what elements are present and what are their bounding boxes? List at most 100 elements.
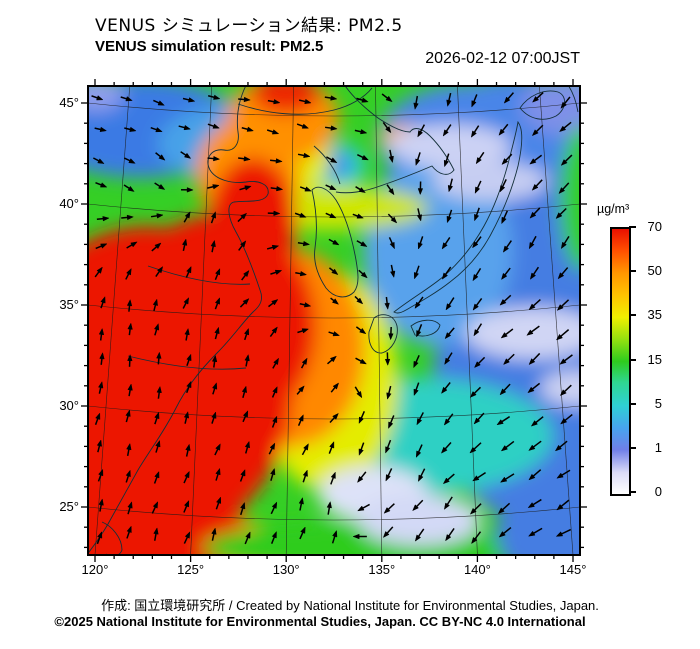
wind-arrow: [215, 467, 221, 481]
wind-arrow: [358, 442, 365, 456]
wind-arrow: [387, 213, 398, 224]
wind-arrow: [271, 415, 278, 428]
wind-arrow: [326, 355, 337, 365]
wind-arrow: [294, 212, 307, 218]
wind-arrow: [414, 296, 424, 309]
wind-arrow: [328, 331, 341, 337]
wind-arrow: [416, 324, 423, 338]
wind-arrow: [417, 181, 424, 196]
wind-arrow: [243, 327, 250, 341]
colorbar-tick-label: 1: [654, 439, 662, 455]
wind-arrow: [296, 385, 305, 395]
wind-arrow: [560, 414, 573, 425]
coastline-path: [237, 87, 373, 115]
wind-arrow: [214, 326, 220, 340]
wind-arrow: [185, 380, 192, 393]
wind-arrow: [267, 99, 281, 105]
wind-arrow: [415, 152, 421, 166]
wind-arrow: [528, 352, 541, 366]
wind-arrow: [96, 531, 103, 545]
wind-arrow: [96, 439, 102, 453]
colorbar-unit-label: µg/m³: [597, 202, 630, 216]
wind-arrow: [498, 526, 512, 538]
wind-arrow: [182, 297, 190, 309]
wind-arrow: [156, 351, 162, 365]
wind-arrow: [270, 158, 283, 164]
wind-arrow: [240, 501, 246, 516]
wind-arrow: [471, 94, 478, 108]
wind-arrow: [330, 297, 340, 305]
wind-arrow: [126, 442, 132, 457]
colorbar-tick-label: 50: [647, 263, 662, 279]
colorbar: [610, 227, 631, 496]
coastline-path: [313, 145, 341, 185]
copyright-line: ©2025 National Institute for Environment…: [54, 614, 586, 629]
wind-arrow: [180, 151, 192, 159]
wind-arrow: [554, 440, 568, 452]
wind-arrow: [271, 386, 278, 398]
wind-arrow: [100, 296, 106, 309]
wind-arrow: [153, 323, 160, 336]
wind-arrow: [354, 295, 364, 305]
coastline-path: [311, 186, 359, 298]
wind-arrow: [500, 440, 515, 452]
colorbar-tick: [629, 402, 636, 405]
wind-arrow: [384, 352, 391, 366]
wind-arrow: [299, 98, 312, 105]
wind-arrow: [237, 212, 248, 223]
wind-arrow: [330, 471, 336, 485]
wind-arrow: [211, 527, 217, 541]
wind-arrow: [388, 326, 394, 341]
longitude-tick-label: 130°: [272, 562, 300, 577]
wind-arrow: [499, 294, 512, 306]
wind-arrow: [244, 353, 250, 367]
wind-arrow: [469, 386, 482, 398]
wind-arrow: [499, 473, 515, 483]
wind-arrow: [555, 528, 572, 537]
wind-arrow: [441, 266, 452, 280]
wind-arrow: [302, 469, 308, 483]
wind-arrow: [97, 468, 104, 482]
wind-arrow: [207, 123, 220, 129]
wind-arrow: [270, 501, 278, 515]
page-title-english: VENUS simulation result: PM2.5: [95, 38, 324, 55]
wind-arrow: [474, 356, 486, 369]
wind-arrow: [266, 129, 280, 135]
wind-arrow: [501, 153, 513, 165]
wind-arrow: [556, 469, 571, 479]
wind-arrow: [528, 235, 537, 250]
wind-arrow: [155, 266, 164, 278]
wind-arrow: [325, 184, 337, 191]
wind-arrow: [182, 97, 196, 103]
wind-arrow: [329, 412, 339, 424]
heat-blob: [88, 421, 241, 555]
latitude-tick-label: 45°: [59, 95, 79, 110]
colorbar-tick: [629, 491, 636, 493]
wind-arrow: [123, 184, 135, 192]
wind-arrow: [444, 352, 453, 365]
wind-arrow: [445, 297, 455, 311]
wind-arrow: [528, 440, 542, 451]
timestamp-label: 2026-02-12 07:00JST: [425, 50, 580, 67]
wind-arrow: [356, 97, 369, 103]
wind-arrow: [150, 213, 164, 219]
wind-arrow: [121, 214, 134, 221]
wind-arrow: [556, 499, 570, 511]
wind-arrow: [331, 529, 338, 544]
wind-arrow: [183, 411, 190, 424]
wind-arrow: [120, 96, 133, 102]
graticule-meridian: [285, 86, 294, 555]
wind-arrow: [185, 443, 191, 457]
wind-arrow: [239, 298, 250, 308]
wind-arrow: [210, 211, 216, 224]
wind-arrow: [526, 325, 540, 336]
wind-arrow: [207, 94, 221, 100]
wind-arrow: [531, 124, 544, 137]
wind-arrow: [474, 180, 482, 194]
wind-arrow: [98, 381, 104, 394]
wind-arrow: [185, 265, 192, 278]
wind-arrow: [125, 267, 132, 280]
wind-arrow: [270, 269, 283, 275]
wind-arrow: [295, 270, 308, 277]
wind-arrow: [559, 384, 572, 397]
